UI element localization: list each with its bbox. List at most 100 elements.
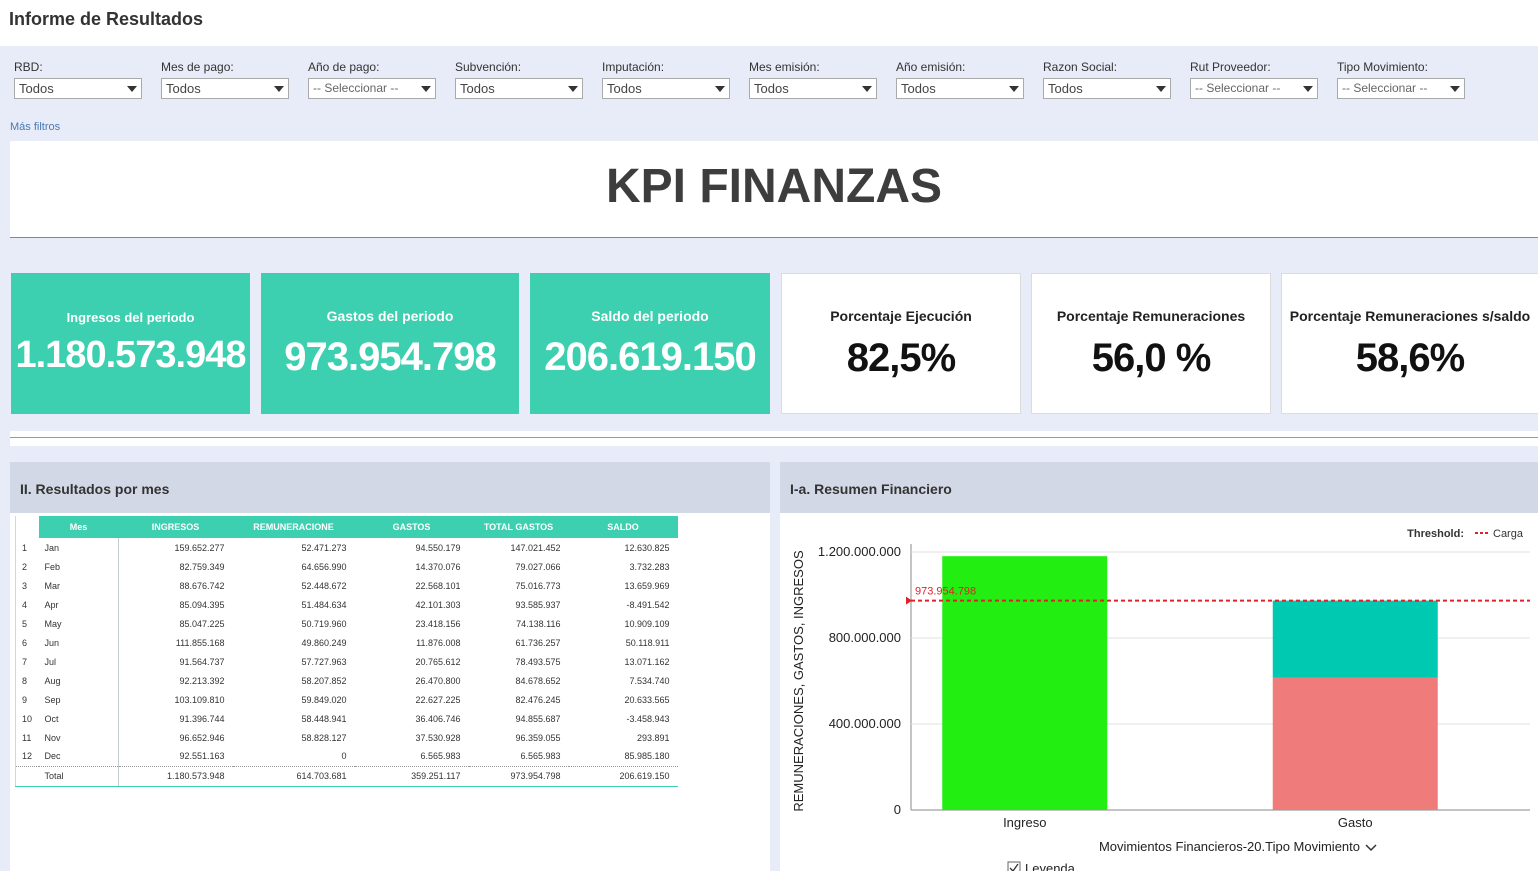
mes-pago-select[interactable]: Todos	[161, 78, 289, 99]
table-row[interactable]: 3 Mar 88.676.742 52.448.672 22.568.101 75.016…	[16, 576, 678, 595]
column-header[interactable]: Mes	[38, 516, 119, 538]
table-row[interactable]: 2 Feb 82.759.349 64.656.990 14.370.076 79.027…	[16, 557, 678, 576]
y-tick-label: 0	[894, 802, 901, 817]
table-row[interactable]: 7 Jul 91.564.737 57.727.963 20.765.612 78.493…	[16, 652, 678, 671]
table-cell: May	[38, 614, 119, 633]
table-cell: 3.732.283	[629, 561, 670, 572]
column-header[interactable]: REMUNERACIONE	[232, 516, 355, 538]
column-header[interactable]: GASTOS	[354, 516, 469, 538]
table-cell: 51.484.634	[301, 599, 347, 610]
kpi-label: Porcentaje Ejecución	[830, 308, 972, 324]
chevron-down-icon[interactable]	[1365, 844, 1377, 852]
table-row[interactable]: 5 May 85.047.225 50.719.960 23.418.156 74.138…	[16, 614, 678, 633]
table-row[interactable]: 12 Dec 92.551.163 0 6.565.983 6.565.983 85.985…	[16, 747, 678, 766]
table-cell: 91.396.744	[179, 713, 225, 724]
table-cell: -3.458.943	[626, 713, 670, 724]
table-cell: 79.027.066	[515, 561, 561, 572]
x-tick-label: Gasto	[1338, 815, 1373, 830]
filter-mes-emision: Mes emisión: Todos	[749, 60, 877, 99]
filter-label: Mes emisión:	[749, 60, 820, 74]
table-cell: 11.876.008	[416, 637, 461, 648]
threshold-marker-icon	[906, 596, 912, 605]
razon-social-select[interactable]: Todos	[1043, 78, 1171, 99]
y-tick-label: 400.000.000	[829, 716, 901, 731]
column-header[interactable]: SALDO	[568, 516, 678, 538]
banner-title: KPI FINANZAS	[606, 160, 942, 213]
subvencion-select[interactable]: Todos	[455, 78, 583, 99]
chart-panel-title: I-a. Resumen Financiero	[780, 462, 1538, 513]
table-cell: 42.101.303	[415, 599, 461, 610]
table-cell: 50.719.960	[301, 618, 347, 629]
total-cell: 614.703.681	[232, 765, 355, 787]
table-cell: 82.759.349	[179, 561, 225, 572]
table-cell: Dec	[38, 747, 119, 766]
divider	[10, 431, 1538, 437]
imputacion-select[interactable]: Todos	[602, 78, 730, 99]
row-index: 5	[22, 618, 28, 629]
table-cell: 61.736.257	[515, 637, 561, 648]
table-cell: 52.471.273	[301, 542, 347, 553]
table-cell: 82.476.245	[515, 694, 561, 705]
filter-anio-emision: Año emisión: Todos	[896, 60, 1024, 99]
more-filters-link[interactable]: Más filtros	[10, 121, 61, 133]
dropdown-arrow-icon	[1009, 86, 1019, 92]
table-cell: 88.676.742	[179, 580, 225, 591]
row-index: 3	[22, 580, 28, 591]
table-cell: 23.418.156	[415, 618, 461, 629]
table-cell: 57.727.963	[301, 656, 347, 667]
table-row[interactable]: 8 Aug 92.213.392 58.207.852 26.470.800 84.678…	[16, 671, 678, 690]
filter-imputacion: Imputación: Todos	[602, 60, 730, 99]
filter-anio-pago: Año de pago: -- Seleccionar --	[308, 60, 436, 99]
tipo-movimiento-select[interactable]: -- Seleccionar --	[1337, 78, 1465, 99]
table-total-row: Total 1.180.573.948 614.703.681 359.251.117…	[15, 765, 678, 787]
rbd-select[interactable]: Todos	[14, 78, 142, 99]
dropdown-arrow-icon	[1156, 86, 1166, 92]
dropdown-arrow-icon	[1450, 86, 1460, 92]
kpi-card-gastos: Gastos del periodo 973.954.798	[261, 273, 519, 414]
table-row[interactable]: 10 Oct 91.396.744 58.448.941 36.406.746 94.85…	[16, 709, 678, 728]
table-row[interactable]: 1 Jan 159.652.277 52.471.273 94.550.179 147.0…	[16, 538, 678, 557]
total-cell	[15, 765, 39, 787]
table-row[interactable]: 6 Jun 111.855.168 49.860.249 11.876.008 61.73…	[16, 633, 678, 652]
threshold-value-label: 973.954.798	[915, 586, 976, 598]
table-cell: 20.633.565	[624, 694, 670, 705]
row-index: 8	[22, 675, 28, 686]
table-cell: Sep	[38, 690, 119, 709]
anio-emision-select[interactable]: Todos	[896, 78, 1024, 99]
kpi-card-saldo: Saldo del periodo 206.619.150	[530, 273, 770, 414]
mes-emision-select[interactable]: Todos	[749, 78, 877, 99]
table-row[interactable]: 9 Sep 103.109.810 59.849.020 22.627.225 82.47…	[16, 690, 678, 709]
filter-label: Año emisión:	[896, 60, 966, 74]
kpi-label: Ingresos del periodo	[66, 310, 195, 325]
table-row[interactable]: 4 Apr 85.094.395 51.484.634 42.101.303 93.585…	[16, 595, 678, 614]
filter-mes-pago: Mes de pago: Todos	[161, 60, 289, 99]
table-cell: 85.094.395	[179, 599, 225, 610]
table-cell: 147.021.452	[510, 542, 561, 553]
filter-rbd: RBD: Todos	[14, 60, 142, 99]
table-cell: -8.491.542	[626, 599, 670, 610]
table-cell: 49.860.249	[301, 637, 347, 648]
table-row[interactable]: 11 Nov 96.652.946 58.828.127 37.530.928 96.35…	[16, 728, 678, 747]
row-index: 4	[22, 599, 28, 610]
bar-gasto-series-2	[1272, 600, 1438, 678]
table-cell: 75.016.773	[515, 580, 561, 591]
anio-pago-select[interactable]: -- Seleccionar --	[308, 78, 436, 99]
dropdown-arrow-icon	[421, 86, 431, 92]
table-cell: 103.109.810	[174, 694, 225, 705]
row-index: 6	[22, 637, 28, 648]
column-header[interactable]: INGRESOS	[118, 516, 233, 538]
table-cell: Mar	[38, 576, 119, 595]
filter-label: Subvención:	[455, 60, 522, 74]
table-cell: 13.659.969	[624, 580, 670, 591]
table-cell: 14.370.076	[415, 561, 461, 572]
table-cell: Jul	[38, 652, 119, 671]
x-axis-title: Movimientos Financieros-20.Tipo Movimien…	[1099, 839, 1360, 854]
dropdown-arrow-icon	[127, 86, 137, 92]
checkmark-icon	[1009, 863, 1019, 871]
rut-proveedor-select[interactable]: -- Seleccionar --	[1190, 78, 1318, 99]
table-cell: Feb	[38, 557, 119, 576]
legend-checkbox[interactable]	[1007, 861, 1021, 871]
column-header[interactable]: TOTAL GASTOS	[468, 516, 569, 538]
table-cell: 96.359.055	[515, 732, 561, 743]
total-cell: 206.619.150	[568, 765, 678, 787]
